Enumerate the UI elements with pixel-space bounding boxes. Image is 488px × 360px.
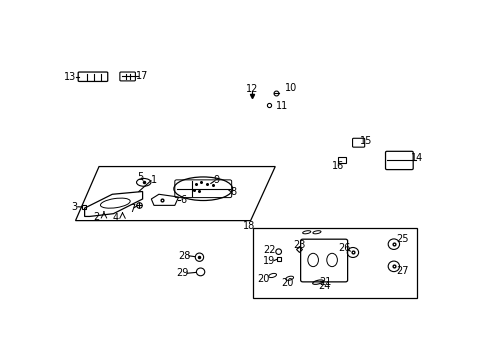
Text: 20: 20 — [281, 278, 293, 288]
Text: 24: 24 — [318, 281, 330, 291]
Text: 26: 26 — [338, 243, 350, 253]
Text: 12: 12 — [245, 85, 257, 94]
Text: 10: 10 — [284, 82, 296, 93]
Text: 22: 22 — [263, 245, 275, 255]
Text: 18: 18 — [242, 221, 254, 231]
Text: 7: 7 — [129, 204, 135, 214]
Text: 20: 20 — [257, 274, 269, 284]
Text: 28: 28 — [178, 251, 190, 261]
Text: 19: 19 — [263, 256, 275, 266]
Text: 27: 27 — [395, 266, 407, 275]
Text: 3: 3 — [71, 202, 77, 212]
Text: 8: 8 — [230, 187, 236, 197]
Text: 5: 5 — [137, 172, 143, 183]
Text: 15: 15 — [359, 136, 371, 146]
Text: 6: 6 — [180, 195, 186, 205]
Text: 13: 13 — [63, 72, 76, 82]
Text: 16: 16 — [331, 161, 343, 171]
Text: 23: 23 — [293, 240, 305, 250]
Text: 17: 17 — [135, 72, 148, 81]
Bar — [252, 228, 417, 298]
Text: 4: 4 — [112, 213, 118, 223]
Text: 14: 14 — [410, 153, 423, 163]
Text: 9: 9 — [213, 175, 219, 185]
Text: 21: 21 — [319, 277, 331, 287]
Text: 1: 1 — [151, 175, 157, 185]
Text: 2: 2 — [93, 212, 99, 222]
Text: 11: 11 — [275, 101, 287, 111]
Text: 29: 29 — [176, 268, 188, 278]
Text: 25: 25 — [395, 234, 407, 244]
